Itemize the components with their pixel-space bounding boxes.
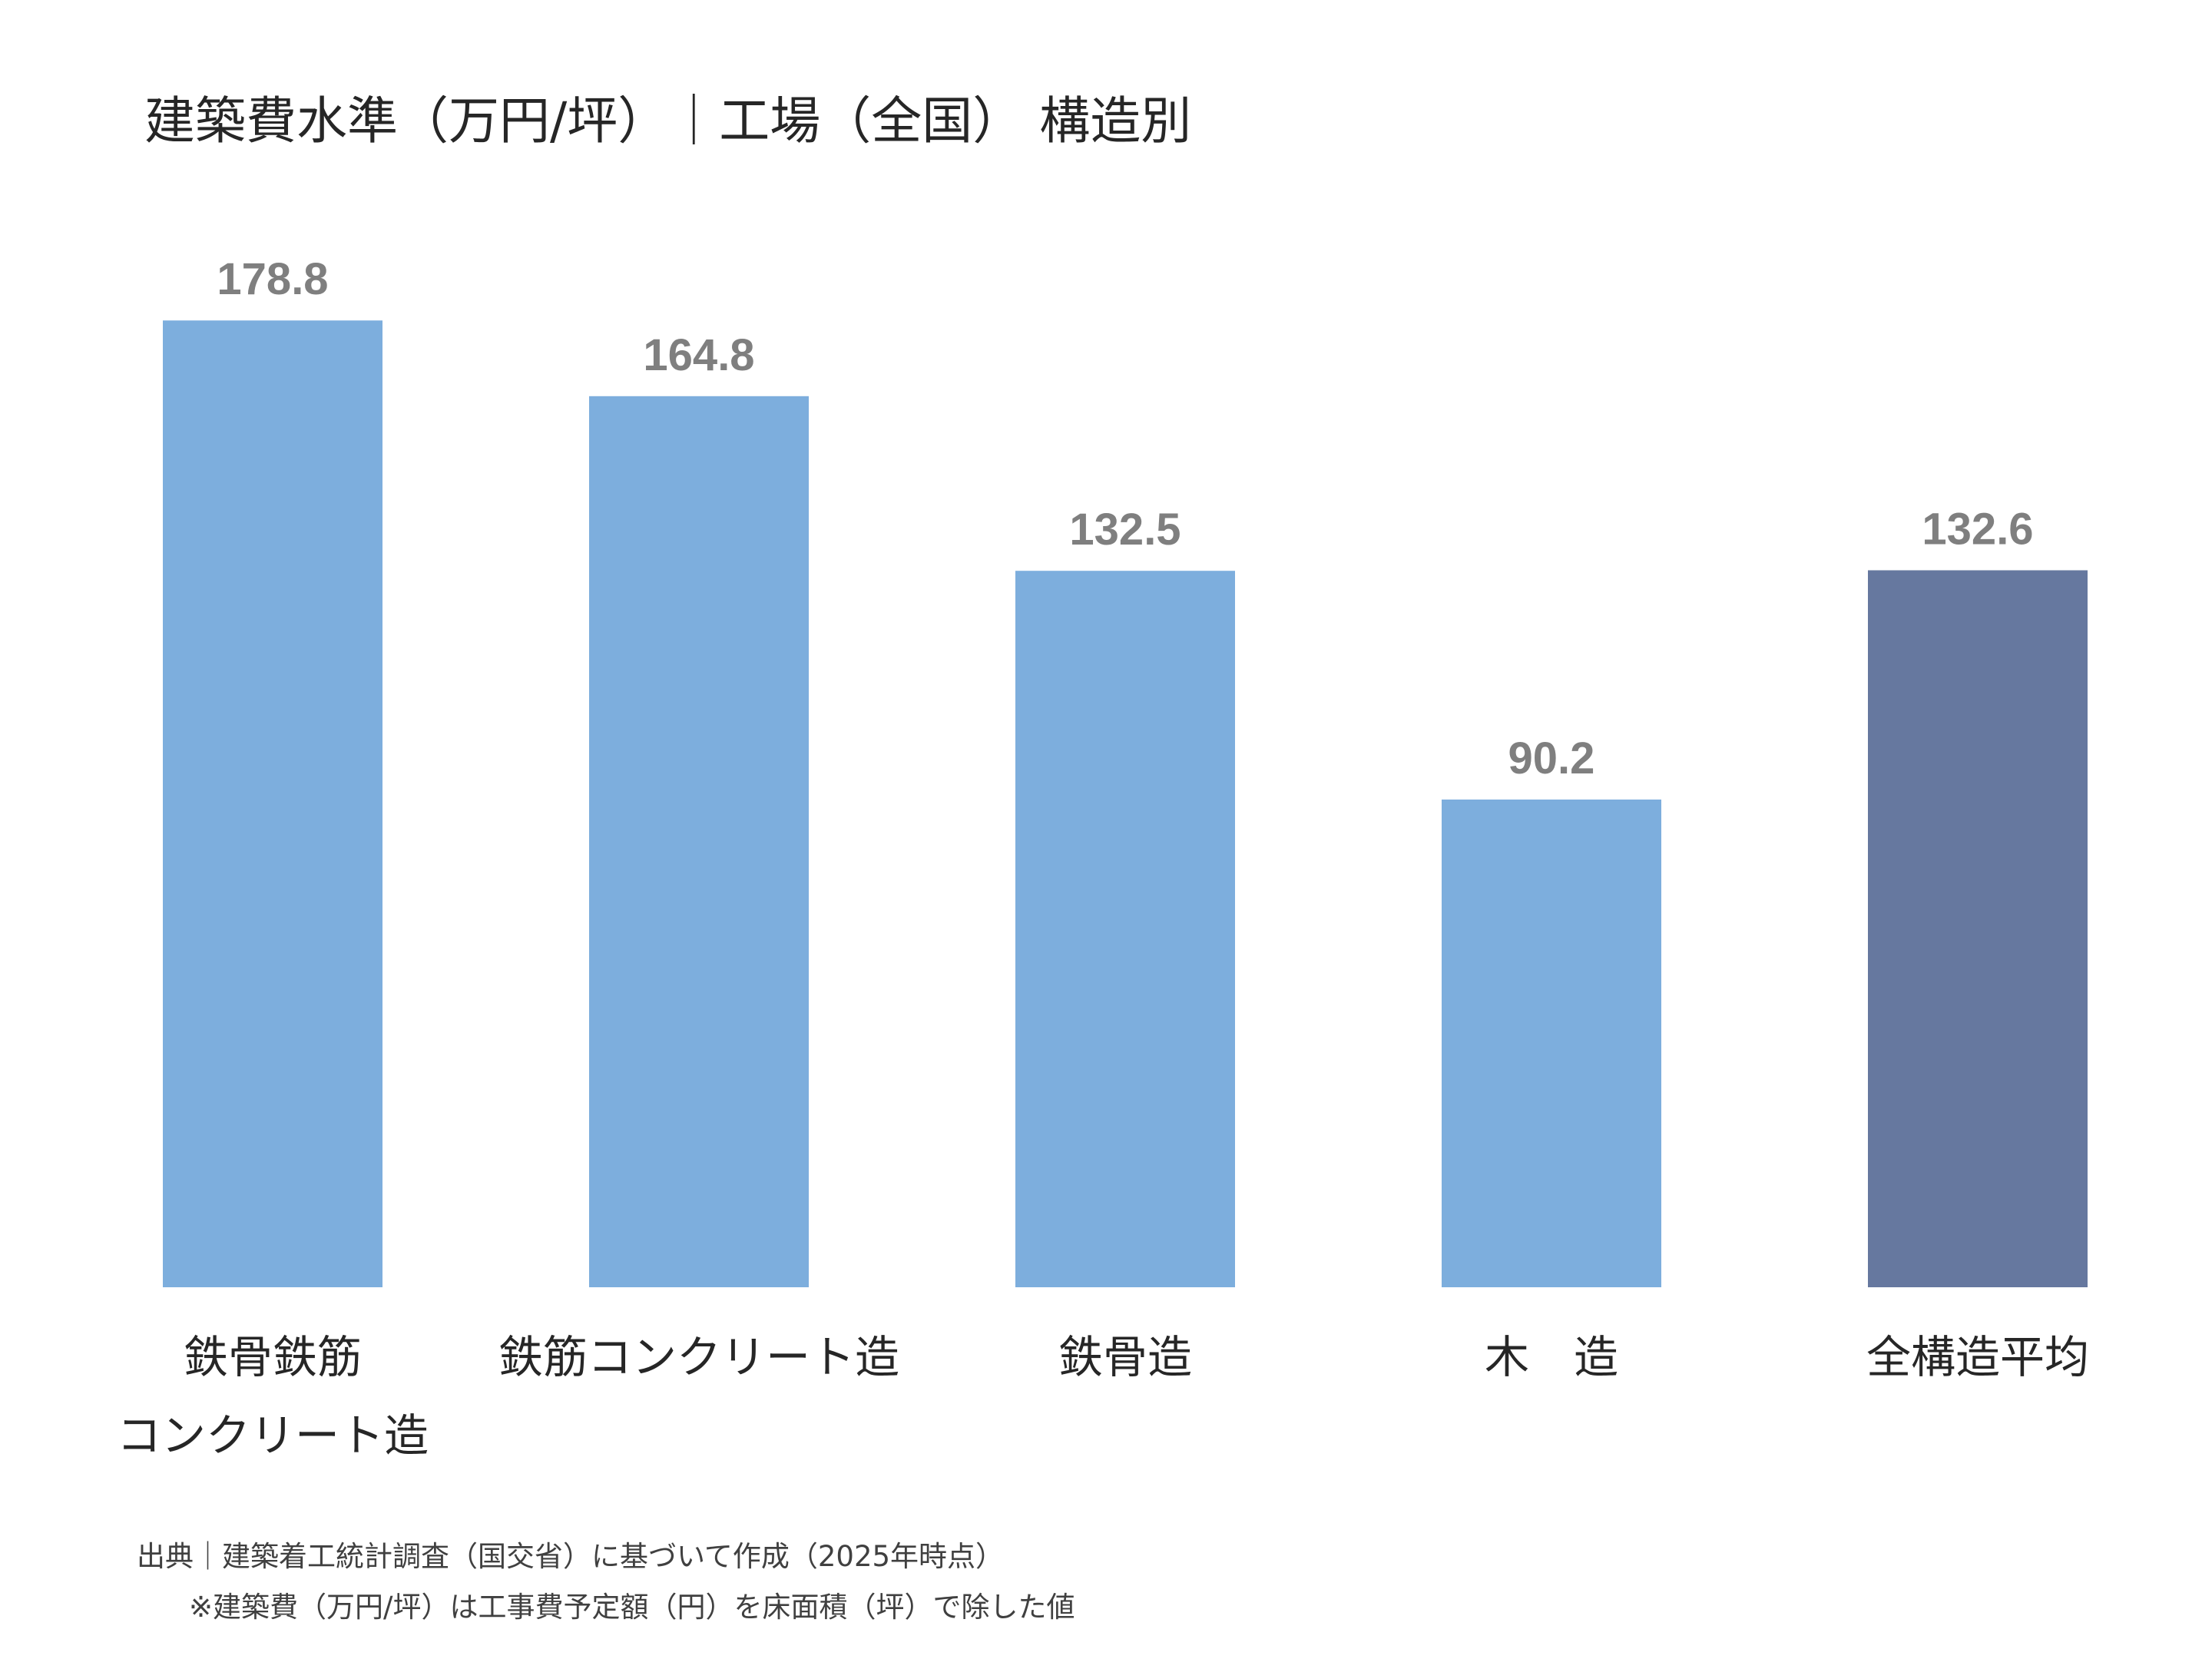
category-label-1: 鉄筋コンクリート造 [498, 1331, 899, 1383]
category-label-4: 全構造平均 [1866, 1331, 2089, 1383]
value-label-2: 132.5 [1069, 505, 1181, 555]
bar-1 [589, 396, 809, 1287]
value-label-0: 178.8 [217, 254, 328, 304]
category-label-3: 木 造 [1485, 1331, 1618, 1383]
source-footnote: 出典｜建築着工統計調査（国交省）に基づいて作成（2025年時点） [137, 1540, 1005, 1573]
value-label-3: 90.2 [1508, 733, 1595, 783]
bar-4 [1868, 570, 2088, 1287]
category-label-0-line2: コンクリート造 [117, 1409, 429, 1462]
value-label-1: 164.8 [643, 330, 754, 380]
bar-2 [1015, 571, 1235, 1287]
bar-3 [1442, 799, 1661, 1287]
note-footnote: ※建築費（万円/坪）は工事費予定額（円）を床面積（坪）で除した値 [189, 1591, 1075, 1624]
chart-title: 建築費水準（万円/坪）｜工場（全国） 構造別 [144, 91, 1192, 151]
bar-0 [163, 320, 382, 1287]
value-label-4: 132.6 [1922, 504, 2033, 554]
category-label-0: 鉄骨鉄筋 [184, 1331, 362, 1383]
category-label-2: 鉄骨造 [1058, 1331, 1192, 1383]
